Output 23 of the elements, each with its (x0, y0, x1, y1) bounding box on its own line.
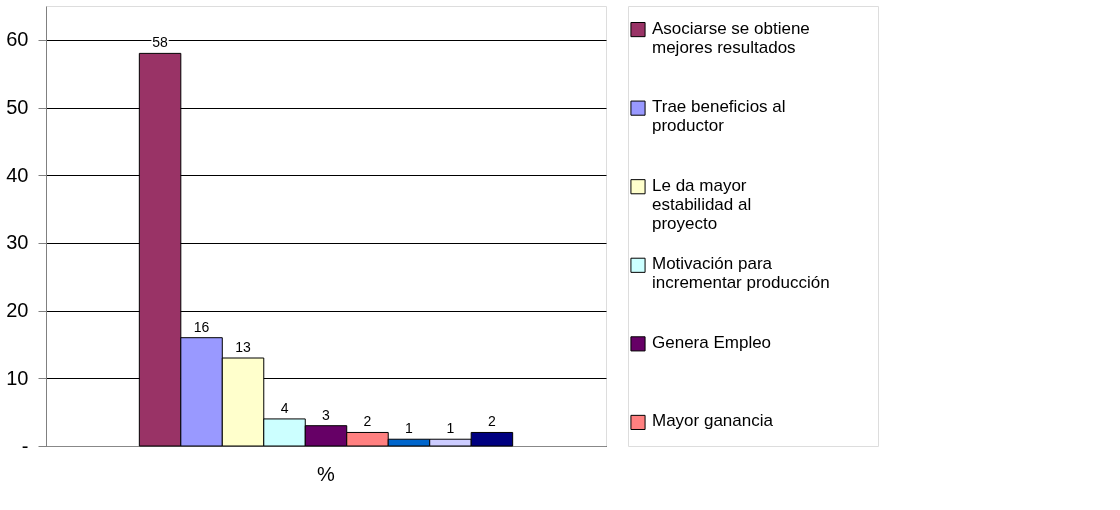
legend-label: Asociarse se obtiene mejores resultados (652, 18, 810, 57)
data-label: 3 (322, 406, 331, 423)
data-label: 58 (152, 34, 169, 51)
legend-label: Trae beneficios al productor (652, 97, 786, 136)
data-label: 16 (193, 318, 210, 335)
data-label: 2 (363, 413, 372, 430)
x-tick-label: % (317, 462, 336, 485)
y-tick-label: 40 (6, 163, 29, 186)
y-tick-label: 30 (6, 231, 29, 254)
data-label: 1 (446, 420, 455, 437)
data-label: 2 (488, 413, 497, 430)
y-tick-label: 20 (6, 299, 29, 322)
y-tick-label: 50 (6, 96, 29, 119)
y-tick-label: - (21, 434, 29, 457)
legend-label: Genera Empleo (652, 332, 772, 352)
data-label: 1 (405, 420, 414, 437)
data-label: 4 (280, 399, 289, 416)
legend-label: Motivación para incrementar producción (652, 254, 830, 293)
y-tick-label: 60 (6, 28, 29, 51)
y-tick-label: 10 (6, 366, 29, 389)
legend-label: Mayor ganancia (652, 411, 774, 431)
legend-label: Le da mayor estabilidad al proyecto (652, 175, 752, 233)
data-label: 13 (235, 339, 252, 355)
